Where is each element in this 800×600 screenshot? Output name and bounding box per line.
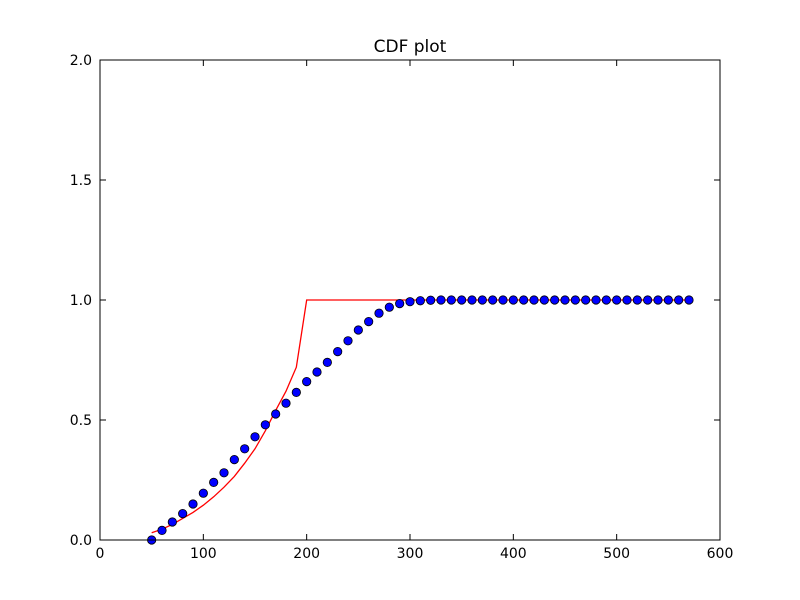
data-point [291, 387, 301, 397]
x-tick-label: 500 [603, 546, 630, 562]
data-point [457, 295, 467, 305]
data-point [529, 295, 539, 305]
data-point [271, 409, 281, 419]
data-point [178, 508, 188, 519]
data-point [240, 444, 250, 454]
data-point [188, 499, 198, 509]
data-point [570, 295, 580, 305]
data-point [477, 295, 487, 305]
plot-area [147, 295, 694, 545]
data-point [353, 325, 363, 335]
data-point [632, 295, 642, 305]
data-point [395, 298, 405, 309]
data-point [260, 420, 270, 430]
data-point [415, 296, 425, 306]
x-tick-label: 0 [96, 546, 105, 562]
data-point [467, 295, 477, 305]
y-tick-label: 2.0 [70, 53, 92, 69]
data-point [322, 357, 332, 367]
data-point [550, 295, 560, 305]
data-point [591, 295, 601, 305]
data-point [209, 477, 219, 487]
chart-title: CDF plot [374, 37, 447, 57]
data-point [364, 316, 374, 327]
cdf-line-series [151, 299, 689, 534]
data-point [333, 346, 343, 357]
data-point [436, 295, 446, 305]
data-point [405, 297, 415, 307]
y-tick-label: 0.0 [70, 533, 92, 549]
data-point [426, 295, 436, 305]
x-tick-label: 400 [500, 546, 527, 562]
data-point [384, 302, 394, 312]
data-point [539, 295, 549, 305]
data-point [601, 295, 611, 305]
x-tick-label: 100 [190, 546, 217, 562]
data-point [312, 367, 322, 377]
data-point [198, 488, 208, 498]
data-point [343, 336, 353, 346]
data-point [219, 468, 229, 478]
data-point [663, 295, 673, 305]
data-point [157, 525, 167, 536]
data-point [560, 295, 570, 305]
data-point [281, 398, 291, 408]
data-point [519, 295, 529, 305]
data-point [302, 376, 312, 387]
data-point [581, 295, 591, 305]
data-point [674, 295, 684, 305]
data-point [498, 295, 508, 305]
data-point [229, 454, 239, 465]
y-tick-label: 0.5 [70, 413, 92, 429]
data-point [622, 295, 632, 305]
x-tick-label: 600 [707, 546, 734, 562]
x-tick-label: 300 [397, 546, 424, 562]
axes: 0 100 200 300 400 500 600 0.0 0.5 1.0 1.5 2.0 [70, 53, 734, 562]
data-point [446, 295, 456, 305]
y-tick-label: 1.0 [70, 293, 92, 309]
x-tick-label: 200 [293, 546, 320, 562]
data-point [653, 295, 663, 305]
y-tick-label: 1.5 [70, 173, 92, 189]
data-point [508, 295, 518, 305]
data-point [167, 517, 177, 527]
data-point [250, 432, 260, 442]
data-point [612, 295, 622, 305]
data-point [488, 295, 498, 305]
data-point [684, 295, 694, 305]
data-point [643, 295, 653, 305]
data-point [374, 308, 384, 318]
